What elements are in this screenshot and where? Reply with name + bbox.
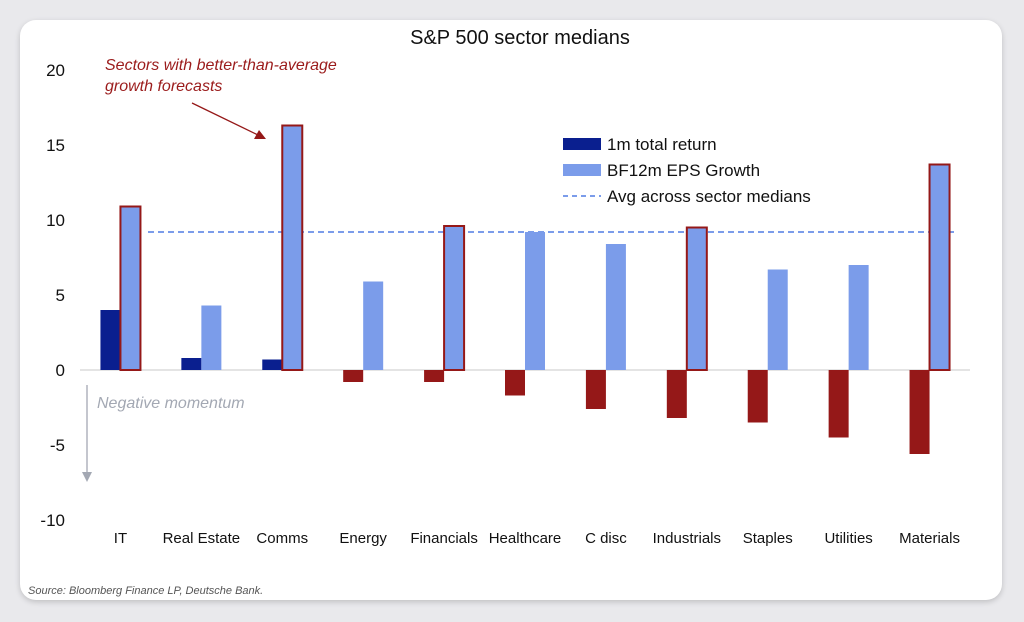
legend-label-average: Avg across sector medians <box>607 187 811 206</box>
negative-annotation: Negative momentum <box>82 385 245 482</box>
chart-title: S&P 500 sector medians <box>410 27 630 49</box>
bar-eps-growth <box>848 265 869 370</box>
bar-eps-growth <box>201 305 222 370</box>
bar-eps-growth <box>928 163 951 371</box>
bar-eps-growth <box>767 269 788 370</box>
bar-total-return <box>828 370 849 438</box>
category-label: Comms <box>256 530 308 547</box>
category-labels: IT Real Estate Comms Energy Financials Health… <box>114 530 960 547</box>
bar-total-return <box>909 370 930 454</box>
category-label: Staples <box>743 530 793 547</box>
category-label: Healthcare <box>489 530 562 547</box>
y-tick-label: 0 <box>56 361 65 380</box>
bar-eps-growth <box>119 205 142 371</box>
y-axis: -10 -5 0 5 10 15 20 <box>40 61 65 530</box>
bar-total-return <box>666 370 687 418</box>
growth-annotation-line-2: growth forecasts <box>105 78 222 95</box>
legend-label-eps-growth: BF12m EPS Growth <box>607 161 760 180</box>
negative-annotation-label: Negative momentum <box>97 395 245 412</box>
category-label: Real Estate <box>163 530 241 547</box>
bars <box>100 124 951 454</box>
y-tick-label: 5 <box>56 286 65 305</box>
growth-annotation-arrow <box>191 102 259 136</box>
y-tick-label: 10 <box>46 211 65 230</box>
y-tick-label: 20 <box>46 61 65 80</box>
bar-eps-growth <box>685 226 708 371</box>
category-label: Utilities <box>824 530 872 547</box>
chart-card <box>20 20 1002 600</box>
source-note: Source: Bloomberg Finance LP, Deutsche B… <box>28 585 263 597</box>
bar-total-return <box>343 370 364 382</box>
bar-total-return <box>181 358 202 370</box>
y-tick-label: 15 <box>46 136 65 155</box>
category-label: Energy <box>339 530 387 547</box>
category-label: Industrials <box>653 530 721 547</box>
y-tick-label: -5 <box>50 436 65 455</box>
bar-eps-growth <box>525 232 545 370</box>
bar-total-return <box>585 370 606 409</box>
negative-arrowhead <box>82 472 92 482</box>
bar-total-return <box>100 310 121 370</box>
bar-total-return <box>424 370 445 382</box>
legend: 1m total return BF12m EPS Growth Avg acr… <box>563 135 811 206</box>
legend-swatch-eps-growth <box>563 164 601 176</box>
bar-total-return <box>505 370 525 396</box>
bar-eps-growth <box>281 124 304 371</box>
growth-annotation-arrowhead <box>254 130 266 139</box>
legend-swatch-total-return <box>563 138 601 150</box>
category-label: Financials <box>410 530 478 547</box>
category-label: IT <box>114 530 127 547</box>
bar-eps-growth <box>363 281 384 370</box>
bar-total-return <box>747 370 768 423</box>
growth-annotation-line-1: Sectors with better-than-average <box>105 57 337 74</box>
bar-eps-growth <box>443 225 466 371</box>
y-tick-label: -10 <box>40 511 65 530</box>
category-label: C disc <box>585 530 627 547</box>
legend-label-total-return: 1m total return <box>607 135 717 154</box>
growth-annotation: Sectors with better-than-average growth … <box>105 57 337 139</box>
bar-eps-growth <box>605 244 626 370</box>
category-label: Materials <box>899 530 960 547</box>
bar-total-return <box>262 359 283 370</box>
